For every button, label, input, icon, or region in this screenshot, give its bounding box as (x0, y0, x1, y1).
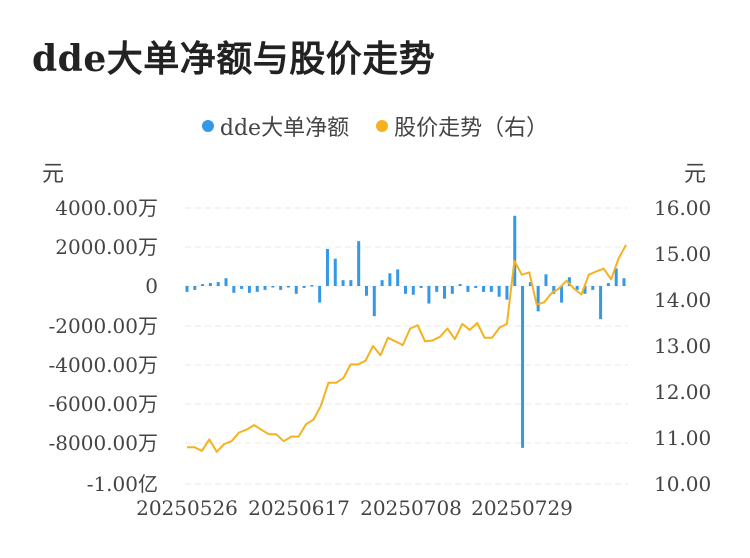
bar (474, 286, 478, 288)
bar (310, 285, 314, 287)
right-tick-label: 10.00 (654, 472, 711, 496)
right-tick-label: 16.00 (654, 196, 711, 220)
bar (333, 258, 337, 286)
bar (536, 286, 540, 312)
left-tick-label: -8000.00万 (49, 431, 158, 455)
bar (216, 282, 220, 286)
left-tick-label: -1.00亿 (87, 472, 158, 496)
bar (255, 286, 259, 292)
bar (544, 274, 548, 286)
right-tick-label: 13.00 (654, 334, 711, 358)
x-tick-label: 20250708 (360, 496, 462, 520)
bar (482, 286, 486, 292)
bar (450, 286, 454, 294)
x-tick-label: 20250729 (471, 496, 573, 520)
left-tick-label: -4000.00万 (49, 353, 158, 377)
bar (560, 286, 564, 303)
right-tick-label: 15.00 (654, 242, 711, 266)
bar (497, 286, 501, 297)
left-axis-unit: 元 (42, 162, 65, 187)
bar (599, 286, 603, 320)
bar (240, 286, 244, 289)
bar (466, 286, 470, 292)
bar (364, 286, 368, 296)
bar (380, 280, 384, 286)
chart-title: dde大单净额与股价走势 (32, 38, 436, 80)
bar (419, 286, 423, 288)
bar (224, 278, 228, 286)
bar (318, 286, 322, 303)
legend-item-line[interactable]: 股价走势（右） (376, 110, 548, 142)
x-tick-label: 20250526 (136, 496, 238, 520)
bar (458, 284, 462, 286)
bar (583, 286, 587, 294)
left-tick-label: -2000.00万 (49, 314, 158, 338)
right-tick-label: 12.00 (654, 380, 711, 404)
bar (427, 286, 431, 304)
bar (489, 286, 493, 292)
legend: dde大单净额 股价走势（右） (0, 110, 750, 142)
bar (185, 286, 189, 292)
bar (435, 286, 439, 292)
left-tick-label: 0 (145, 274, 158, 298)
bar (567, 277, 571, 286)
legend-line-label: 股价走势（右） (394, 116, 549, 141)
bar (201, 284, 205, 286)
bar (388, 273, 392, 286)
bar (294, 286, 298, 294)
bar (349, 280, 353, 286)
right-axis-unit: 元 (684, 162, 707, 187)
bar (357, 241, 361, 286)
left-tick-label: 4000.00万 (55, 196, 158, 220)
bar (521, 286, 525, 448)
bar (614, 268, 618, 286)
left-tick-label: 2000.00万 (55, 235, 158, 259)
legend-bar-label: dde大单净额 (219, 116, 350, 141)
bar (325, 248, 329, 286)
bar (286, 286, 290, 288)
bar (271, 286, 275, 288)
bar (247, 286, 251, 293)
bar (372, 286, 376, 317)
bar (302, 286, 306, 288)
bar (505, 286, 509, 300)
bar (591, 286, 595, 290)
bar (263, 286, 267, 290)
bar (552, 286, 556, 294)
legend-bar-marker (201, 120, 214, 132)
bar (279, 286, 283, 290)
x-tick-label: 20250617 (248, 496, 350, 520)
left-tick-label: -6000.00万 (49, 392, 158, 416)
right-tick-label: 11.00 (654, 426, 711, 450)
bar (208, 283, 212, 286)
bar (528, 282, 532, 286)
price-line (187, 244, 627, 453)
bar (513, 215, 517, 286)
bar (396, 269, 400, 286)
bar (411, 286, 415, 295)
legend-item-bars[interactable]: dde大单净额 (201, 110, 350, 142)
bar (575, 286, 579, 290)
bar (341, 280, 345, 286)
right-tick-label: 14.00 (654, 288, 711, 312)
legend-line-marker (376, 120, 389, 132)
bar (193, 286, 197, 290)
bar (622, 278, 626, 286)
bar (606, 283, 610, 286)
bar (404, 286, 407, 294)
bar (443, 286, 447, 299)
bar (232, 286, 236, 293)
